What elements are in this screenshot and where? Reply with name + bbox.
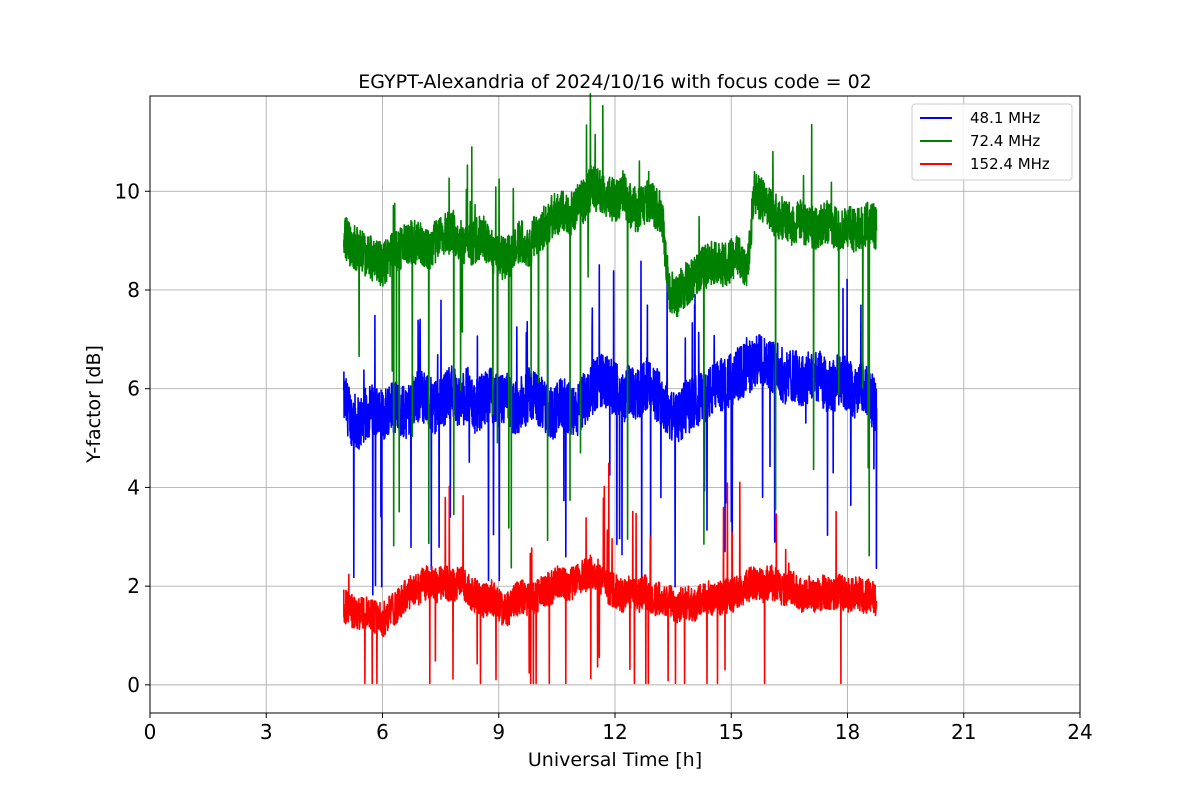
x-tick-label: 9	[492, 720, 505, 744]
legend-entry: 48.1 MHz	[970, 109, 1040, 127]
series-line	[343, 92, 878, 569]
legend: 48.1 MHz 72.4 MHz 152.4 MHz	[911, 103, 1073, 181]
series-line	[342, 462, 878, 685]
chart-title: EGYPT-Alexandria of 2024/10/16 with focu…	[358, 71, 872, 93]
x-tick-label: 3	[260, 720, 273, 744]
x-tick-label: 0	[144, 720, 157, 744]
x-tick-label: 18	[835, 720, 860, 744]
legend-entry: 72.4 MHz	[970, 132, 1040, 150]
x-tick-label: 6	[376, 720, 389, 744]
x-axis-label: Universal Time [h]	[528, 749, 702, 771]
y-axis-label: Y-factor [dB]	[83, 345, 105, 464]
y-tick-label: 8	[127, 278, 140, 302]
series-layer	[342, 92, 878, 685]
y-tick-label: 0	[127, 673, 140, 697]
legend-entry: 152.4 MHz	[970, 155, 1050, 173]
x-tick-label: 21	[951, 720, 976, 744]
x-tick-label: 15	[719, 720, 744, 744]
x-tick-label: 12	[602, 720, 627, 744]
x-tick-label: 24	[1067, 720, 1092, 744]
legend-box	[911, 103, 1073, 181]
y-tick-label: 2	[127, 574, 140, 598]
y-tick-label: 6	[127, 377, 140, 401]
series-line	[343, 260, 878, 608]
y-tick-label: 4	[127, 475, 140, 499]
y-tick-label: 10	[115, 179, 140, 203]
